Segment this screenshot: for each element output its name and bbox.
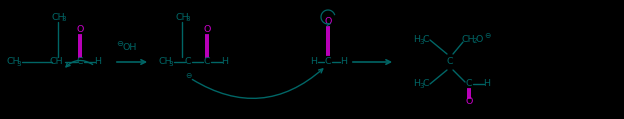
Text: ⊖: ⊖ [117, 40, 124, 49]
Text: C: C [203, 57, 210, 67]
FancyArrowPatch shape [66, 60, 93, 67]
Text: ⊖: ⊖ [484, 32, 490, 40]
Text: H: H [222, 57, 228, 67]
Text: 3: 3 [186, 16, 190, 22]
Text: C: C [77, 57, 84, 67]
Text: O: O [324, 17, 332, 27]
Text: H: H [311, 57, 318, 67]
Text: C: C [422, 79, 429, 89]
Text: CH: CH [461, 35, 475, 44]
Text: CH: CH [6, 57, 20, 67]
Text: OH: OH [123, 42, 137, 52]
Text: O: O [475, 35, 483, 44]
Text: H: H [414, 35, 421, 45]
Text: 3: 3 [17, 61, 21, 67]
Text: CH: CH [158, 57, 172, 67]
Text: O: O [466, 97, 473, 107]
Text: 2: 2 [473, 38, 477, 44]
Text: 3: 3 [420, 83, 424, 89]
Text: CH: CH [49, 57, 63, 67]
Text: CH: CH [175, 12, 189, 22]
Text: H: H [414, 79, 421, 89]
Text: CH: CH [51, 12, 65, 22]
Text: C: C [185, 57, 192, 67]
Text: H: H [341, 57, 348, 67]
Text: ⊖: ⊖ [185, 70, 191, 79]
Text: C: C [447, 57, 453, 67]
Text: C: C [422, 35, 429, 45]
Text: 3: 3 [420, 39, 424, 45]
Text: H: H [484, 79, 490, 89]
Text: 3: 3 [168, 61, 173, 67]
Text: C: C [466, 79, 472, 89]
Text: O: O [203, 25, 211, 35]
Text: C: C [324, 57, 331, 67]
FancyArrowPatch shape [192, 69, 323, 98]
Text: O: O [76, 25, 84, 35]
Text: 3: 3 [62, 16, 66, 22]
Text: H: H [94, 57, 102, 67]
